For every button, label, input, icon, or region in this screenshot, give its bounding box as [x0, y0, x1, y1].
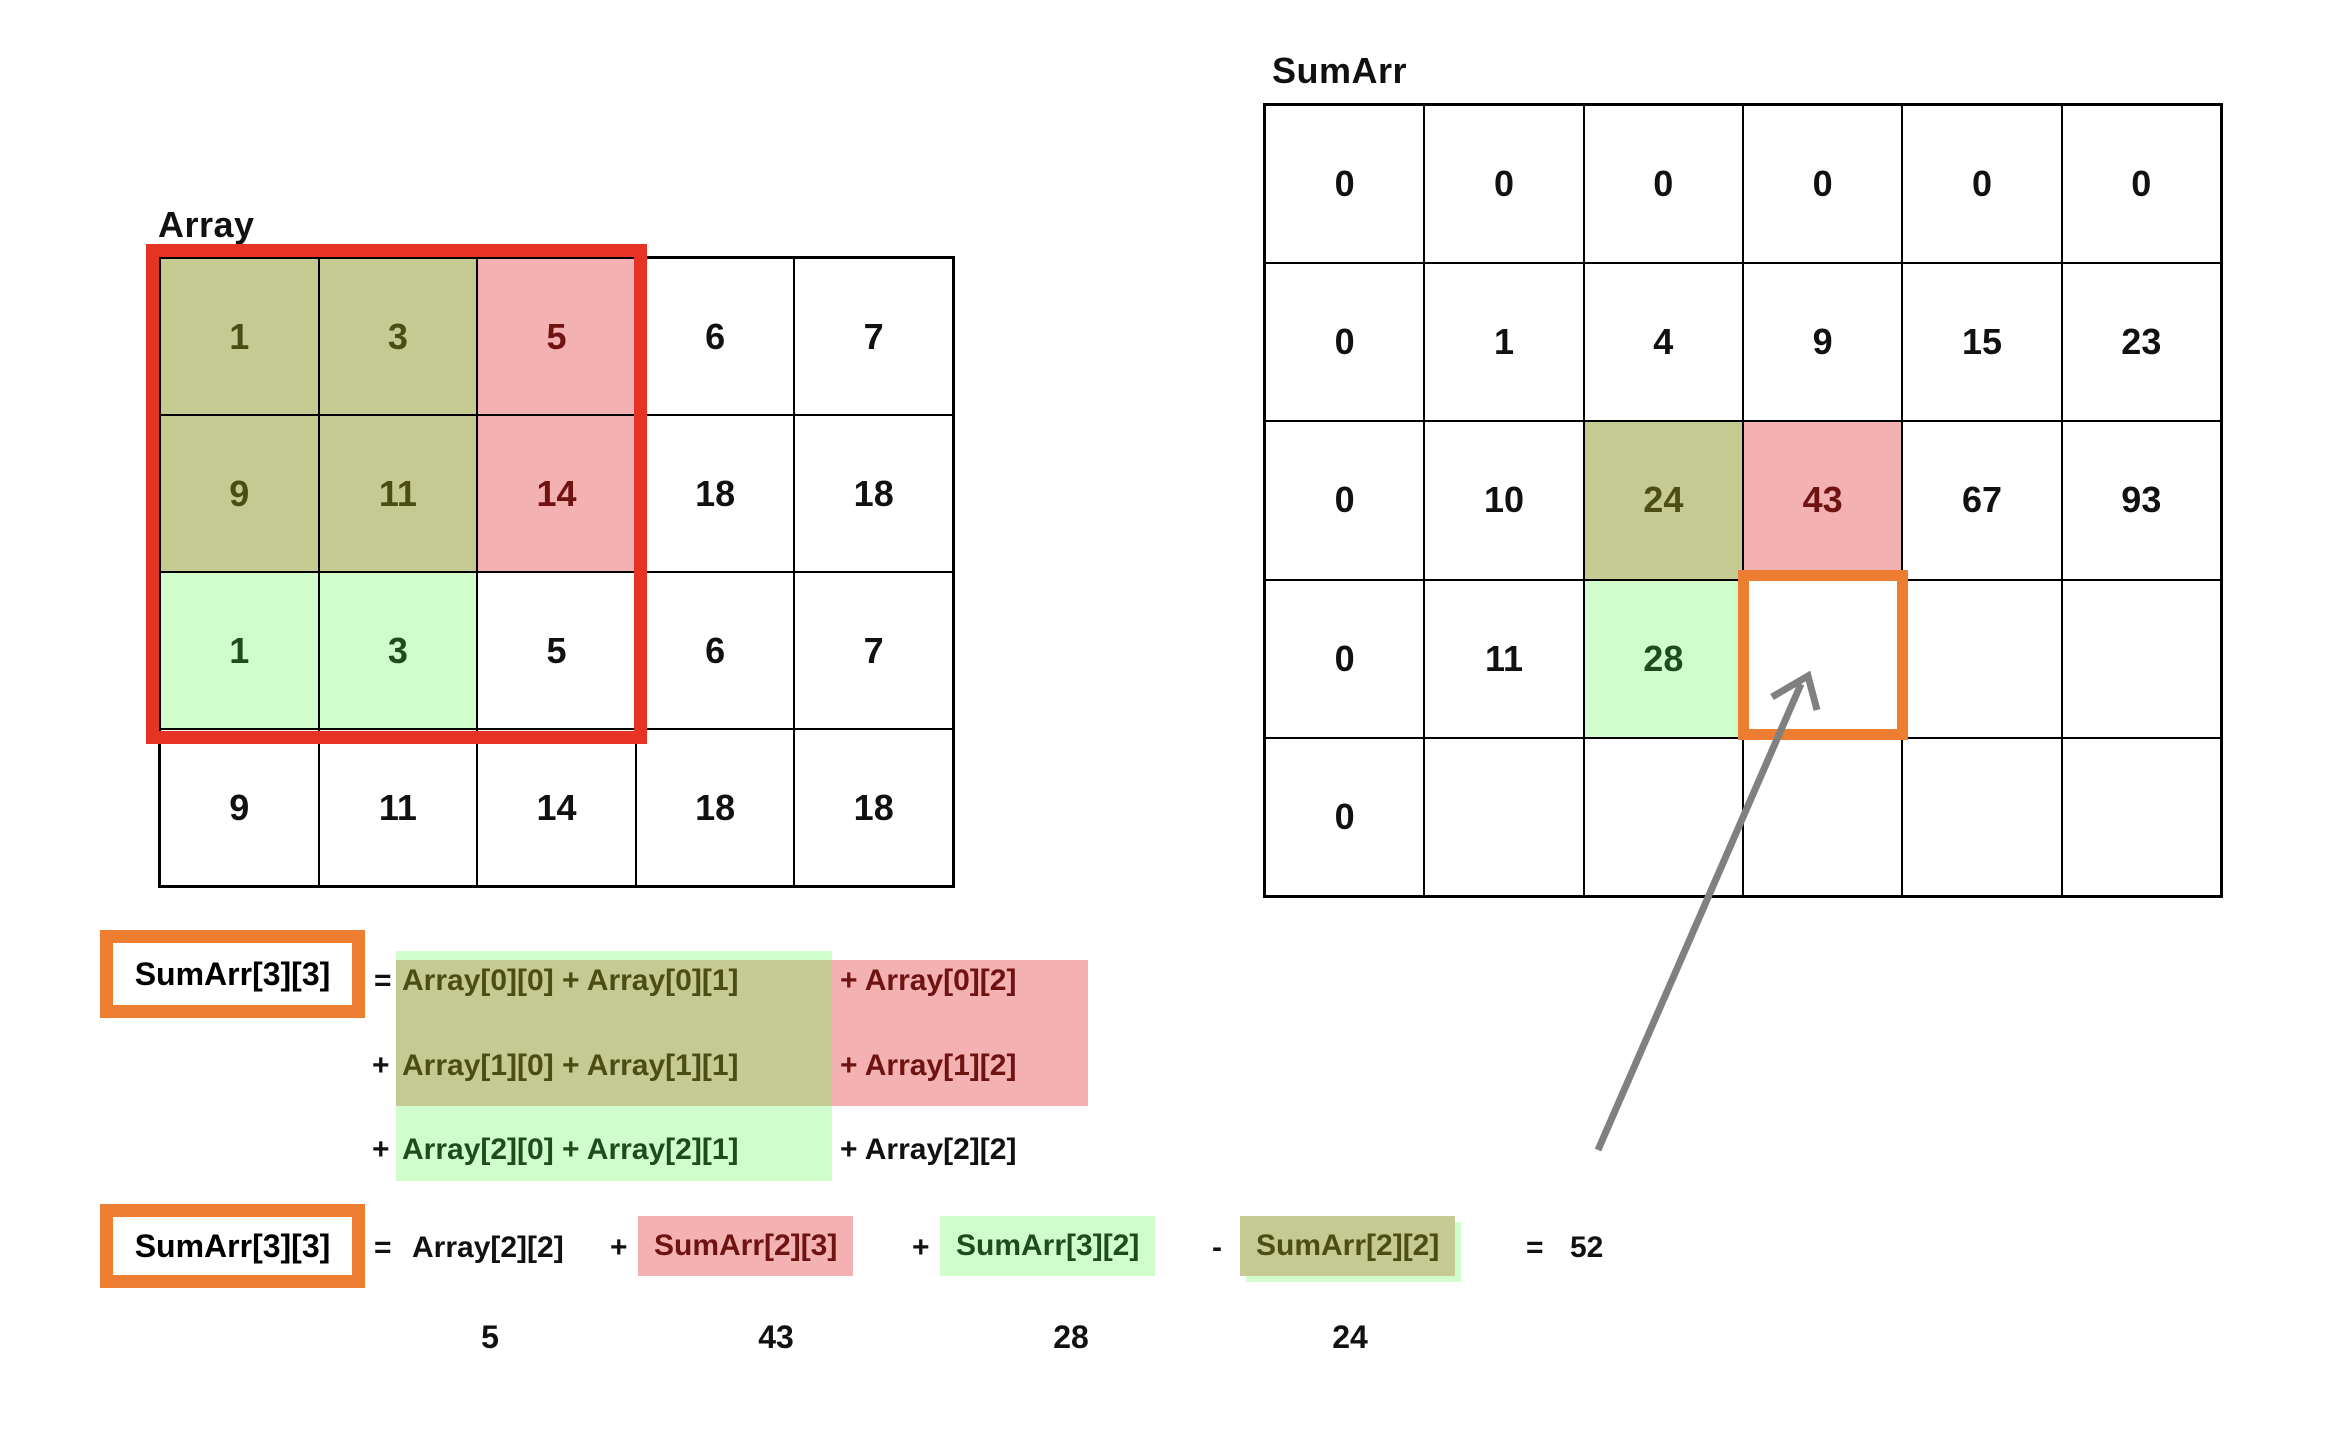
grid-cell-r2c3: 6: [635, 572, 795, 729]
grid-cell-r1c4: 18: [794, 415, 953, 572]
grid-cell-r4c0: 0: [1265, 737, 1425, 896]
sumarr23-chip: SumArr[2][3]: [638, 1216, 854, 1276]
expansion-line-2-lead: +: [372, 1040, 390, 1092]
expansion-line-1-pink: + Array[0][2]: [840, 955, 1016, 1007]
equals-sign: =: [1526, 1231, 1544, 1264]
sumarr-grid-title: SumArr: [1272, 50, 1408, 91]
olive-highlight-band: [396, 960, 832, 1106]
row1-pink-term: + Array[1][2]: [840, 1049, 1017, 1082]
grid-cell-r4c2: [1583, 737, 1743, 896]
array-grid-title: Array: [158, 204, 255, 245]
expansion-line-3-tail: + Array[2][2]: [840, 1124, 1016, 1176]
grid-cell-r3c1: 11: [318, 729, 478, 886]
grid-cell-r2c2: 24: [1583, 421, 1743, 580]
grid-cell-r3c2: 28: [1583, 579, 1743, 738]
sumarr22-chip: SumArr[2][2]: [1240, 1216, 1456, 1276]
grid-cell-r3c4: [1902, 579, 2062, 738]
grid-cell-r1c3: 18: [635, 415, 795, 572]
row0-pink-term: + Array[0][2]: [840, 964, 1017, 997]
substituted-value-sumarr23: 43: [758, 1319, 794, 1355]
substituted-value-sumarr22: 24: [1332, 1319, 1368, 1355]
grid-cell-r3c0: 9: [160, 729, 319, 886]
grid-cell-r0c2: 5: [477, 258, 636, 415]
pink-highlight-band: [832, 960, 1088, 1106]
plus-sign: +: [372, 1049, 390, 1082]
grid-cell-r3c4: 18: [794, 729, 953, 886]
grid-cell-r4c1: [1424, 737, 1584, 896]
grid-cell-r2c3: 43: [1742, 421, 1903, 580]
grid-cell-r2c1: 10: [1424, 421, 1584, 580]
expansion-line-1: =: [374, 955, 392, 1007]
grid-cell-r1c3: 9: [1742, 263, 1903, 422]
grid-cell-r4c5: [2061, 737, 2221, 896]
grid-cell-r2c0: 1: [160, 572, 319, 729]
result-value: 52: [1570, 1231, 1604, 1264]
row1-olive-terms: Array[1][0] + Array[1][1]: [402, 1049, 739, 1082]
grid-cell-r0c1: 3: [318, 258, 478, 415]
grid-cell-r2c0: 0: [1265, 421, 1425, 580]
grid-cell-r2c4: 7: [794, 572, 953, 729]
plus-sign: +: [912, 1231, 930, 1264]
target-cell-orange-frame: [1738, 570, 1908, 740]
grid-cell-r4c4: [1902, 737, 2062, 896]
grid-cell-r1c1: 11: [318, 415, 478, 572]
plus-sign: +: [610, 1231, 628, 1264]
grid-cell-r0c3: 0: [1742, 105, 1903, 264]
row0-olive-terms: Array[0][0] + Array[0][1]: [402, 964, 739, 997]
grid-cell-r1c1: 1: [1424, 263, 1584, 422]
grid-cell-r3c3: 18: [635, 729, 795, 886]
grid-cell-r1c4: 15: [1902, 263, 2062, 422]
grid-cell-r3c0: 0: [1265, 579, 1425, 738]
grid-cell-r0c5: 0: [2061, 105, 2221, 264]
substituted-value-sumarr32: 28: [1053, 1319, 1089, 1355]
grid-cell-r0c4: 7: [794, 258, 953, 415]
minus-sign: -: [1212, 1231, 1222, 1264]
expansion-line-1-olive: Array[0][0] + Array[0][1]: [402, 955, 739, 1007]
grid-cell-r2c5: 93: [2061, 421, 2221, 580]
grid-cell-r1c0: 0: [1265, 263, 1425, 422]
grid-cell-r1c2: 14: [477, 415, 636, 572]
grid-cell-r0c4: 0: [1902, 105, 2062, 264]
array22-term: Array[2][2]: [412, 1231, 564, 1264]
equals-sign: =: [374, 964, 392, 997]
sumarr32-chip: SumArr[3][2]: [940, 1216, 1156, 1276]
grid-cell-r3c5: [2061, 579, 2221, 738]
expansion-line-2-olive: Array[1][0] + Array[1][1]: [402, 1040, 739, 1092]
expansion-line-3-lead: +: [372, 1124, 390, 1176]
substituted-value-array22: 5: [481, 1319, 499, 1355]
expansion-line-2-pink: + Array[1][2]: [840, 1040, 1016, 1092]
grid-cell-r0c2: 0: [1583, 105, 1743, 264]
grid-cell-r0c0: 1: [160, 258, 319, 415]
grid-cell-r3c2: 14: [477, 729, 636, 886]
plus-sign: +: [372, 1133, 390, 1166]
grid-cell-r2c1: 3: [318, 572, 478, 729]
grid-cell-r0c1: 0: [1424, 105, 1584, 264]
sumarr33-box-recurrence: SumArr[3][3]: [100, 1204, 365, 1288]
grid-cell-r4c3: [1742, 737, 1903, 896]
grid-cell-r2c2: 5: [477, 572, 636, 729]
grid-cell-r0c3: 6: [635, 258, 795, 415]
grid-cell-r3c1: 11: [1424, 579, 1584, 738]
grid-cell-r1c5: 23: [2061, 263, 2221, 422]
grid-cell-r1c2: 4: [1583, 263, 1743, 422]
grid-cell-r2c4: 67: [1902, 421, 2062, 580]
grid-cell-r1c0: 9: [160, 415, 319, 572]
array-grid: 1 3 5 6 7 9 11 14 18 18 1 3 5 6 7 9 11 14 18 18: [158, 256, 955, 888]
sumarr-grid: 0 0 0 0 0 0 0 1 4 9 15 23 0 10 24 43 67 93 0 11 28 0: [1263, 103, 2223, 898]
equals-sign: =: [374, 1231, 392, 1264]
sumarr33-box-expansion: SumArr[3][3]: [100, 930, 365, 1018]
row2-plain-term: + Array[2][2]: [840, 1133, 1017, 1166]
expansion-line-3-green: Array[2][0] + Array[2][1]: [402, 1124, 739, 1176]
row2-green-terms: Array[2][0] + Array[2][1]: [402, 1133, 739, 1166]
grid-cell-r0c0: 0: [1265, 105, 1425, 264]
